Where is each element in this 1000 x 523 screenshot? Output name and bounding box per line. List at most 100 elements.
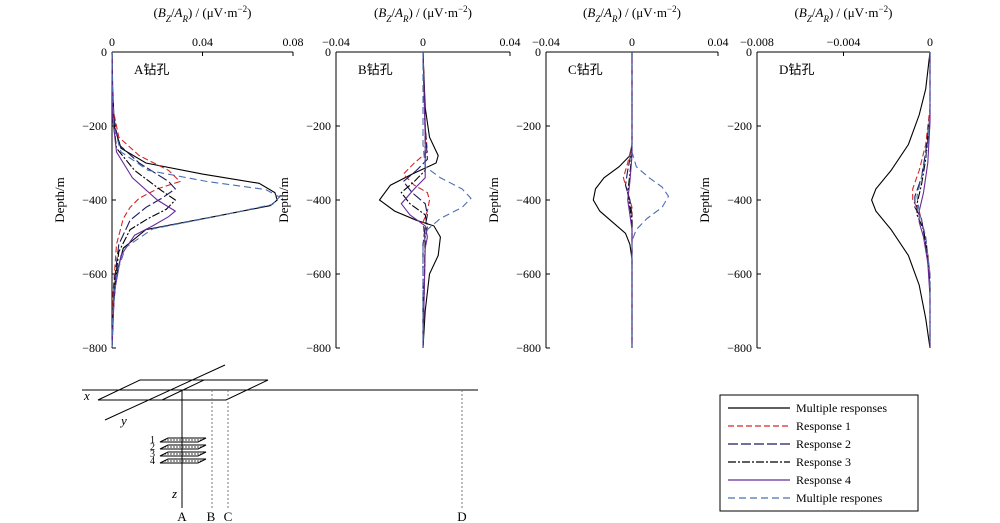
y-tick-label: 0 (535, 45, 541, 59)
series-line (400, 51, 428, 349)
series-line (918, 52, 931, 348)
x-tick-label: 0.04 (192, 35, 213, 49)
x-axis-title-part: B (378, 5, 386, 20)
series-line (422, 52, 472, 348)
grid-cross-line (161, 379, 205, 401)
x-tick-label: 0.04 (500, 35, 521, 49)
series-line (111, 51, 281, 349)
x-axis-title-part: ) / (μV·m (188, 5, 238, 20)
x-axis-title: (BZ/AR) / (μV·m−2) (583, 4, 681, 24)
x-tick-label: 0 (109, 35, 115, 49)
series-line (378, 51, 441, 349)
x-axis-title-part: −2 (879, 4, 889, 14)
x-axis-title-part: A (394, 5, 403, 20)
x-axis-title-part: R (402, 14, 409, 24)
x-axis-title-part: / (812, 5, 816, 20)
y-axis-label: Depth/m (697, 177, 712, 223)
legend-item-label: Response 4 (796, 473, 851, 487)
x-axis-title-part: B (587, 5, 595, 20)
legend-item-label: Response 3 (796, 455, 851, 469)
y-tick-label: 0 (101, 45, 107, 59)
series-line (111, 51, 177, 349)
layer-label: 1 (150, 435, 155, 446)
x-tick-label: 0.04 (708, 35, 729, 49)
series-line (916, 52, 931, 348)
y-tick-label: −400 (82, 193, 107, 207)
layer-plate (159, 451, 207, 457)
x-axis-title: (BZ/AR) / (μV·m−2) (154, 4, 252, 24)
x-axis-title-part: R (822, 14, 829, 24)
x-axis-title-part: / (600, 5, 604, 20)
x-axis-title-part: ) / (μV·m (408, 5, 458, 20)
series-line (111, 51, 181, 349)
x-tick-label: 0 (420, 35, 426, 49)
x-axis-title-part: / (391, 5, 395, 20)
y-axis-letter: y (119, 413, 127, 428)
x-axis-title: (BZ/AR) / (μV·m−2) (374, 4, 472, 24)
x-axis-title-part: Z (595, 14, 601, 24)
y-tick-label: −200 (516, 119, 541, 133)
x-tick-label: −0.04 (322, 35, 350, 49)
y-tick-label: −400 (306, 193, 331, 207)
x-axis-letter: x (83, 388, 90, 403)
legend-item-label: Multiple responses (796, 401, 887, 415)
x-axis-title-part: ( (583, 5, 587, 20)
layer-label: 3 (150, 449, 155, 460)
x-tick-label: 0 (927, 35, 933, 49)
x-tick-label: −0.004 (827, 35, 861, 49)
layer-plate (159, 437, 207, 443)
y-axis-label: Depth/m (276, 177, 291, 223)
x-axis-title-part: ( (795, 5, 799, 20)
y-tick-label: −200 (306, 119, 331, 133)
layer-plate (159, 458, 207, 464)
y-tick-label: −600 (516, 267, 541, 281)
x-axis-title-part: ) (247, 5, 251, 20)
y-axis-label: Depth/m (52, 177, 67, 223)
x-axis-title-part: ) (468, 5, 472, 20)
y-tick-label: −600 (82, 267, 107, 281)
chart-panel-3: (BZ/AR) / (μV·m−2)−0.04 0 0.040−200−400−60… (486, 4, 729, 355)
series-line (624, 52, 633, 348)
x-axis-title-part: R (611, 14, 618, 24)
x-tick-label: −0.008 (740, 35, 774, 49)
y-tick-label: −200 (727, 119, 752, 133)
series-line (592, 52, 633, 348)
z-axis-letter: z (171, 486, 177, 501)
x-axis-title-part: ) (677, 5, 681, 20)
borehole-label-b: B (207, 509, 216, 523)
x-axis-title-part: ) / (μV·m (829, 5, 879, 20)
x-axis-title-part: B (799, 5, 807, 20)
series-line (402, 51, 428, 348)
legend-item-label: Multiple respones (796, 491, 883, 505)
x-axis-title-part: Z (166, 14, 172, 24)
x-axis-title-part: −2 (667, 4, 677, 14)
chart-panel-4: (BZ/AR) / (μV·m−2) −0.008 −0.004 0 0 −200 −400… (697, 4, 933, 355)
x-axis-title: (BZ/AR) / (μV·m−2) (795, 4, 893, 24)
panel-label: B钻孔 (358, 62, 393, 77)
chart-panel-1: (BZ/AR) / (μV·m−2) 0 0.04 0.08 0 −200 −400 −600… (52, 4, 304, 355)
x-tick-label: 0.08 (283, 35, 304, 49)
x-tick-label: −0.04 (532, 35, 560, 49)
borehole-label-c: C (224, 509, 233, 523)
layer-label: 4 (150, 456, 155, 467)
y-axis-label: Depth/m (486, 177, 501, 223)
x-tick-label: 0 (629, 35, 635, 49)
x-axis-title-part: A (173, 5, 182, 20)
layer-plate (159, 444, 207, 450)
x-axis-title-part: ) / (μV·m (617, 5, 667, 20)
y-tick-label: −200 (82, 119, 107, 133)
series-line (111, 51, 177, 349)
y-tick-label: −800 (516, 341, 541, 355)
x-axis-title-part: / (171, 5, 175, 20)
x-axis-title-part: B (158, 5, 166, 20)
panel-label: D钻孔 (779, 62, 814, 77)
series-line (111, 51, 177, 349)
y-axis-diagonal (104, 364, 226, 421)
grid-plane (97, 379, 269, 401)
x-axis-title-part: −2 (458, 4, 468, 14)
x-axis-title-part: Z (807, 14, 813, 24)
x-axis-title-part: −2 (238, 4, 248, 14)
legend: Multiple responses Response 1 Response 2 Re… (719, 394, 919, 512)
